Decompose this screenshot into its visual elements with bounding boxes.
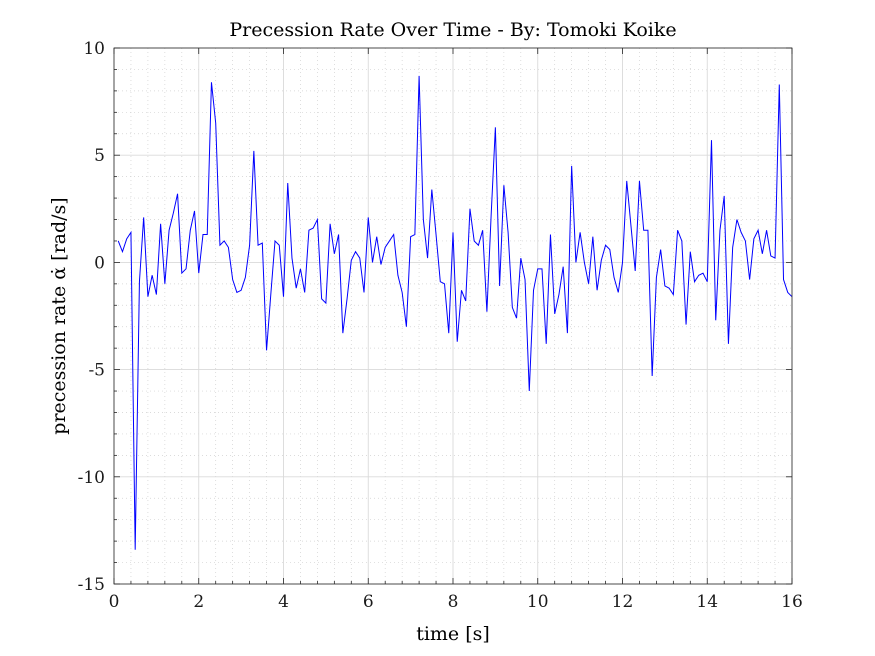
x-tick-label: 14 (696, 592, 718, 612)
y-tick-label: -5 (88, 361, 105, 381)
y-tick-label: 5 (94, 146, 105, 166)
y-tick-label: -10 (78, 468, 105, 488)
y-tick-label: 0 (94, 253, 105, 273)
x-tick-label: 6 (363, 592, 374, 612)
axis-ticks (113, 47, 793, 585)
minor-grid (114, 48, 792, 584)
y-tick-labels: -15 -10 -5 0 5 10 (78, 39, 105, 595)
x-tick-label: 16 (781, 592, 803, 612)
x-tick-label: 8 (448, 592, 459, 612)
x-tick-label: 0 (109, 592, 120, 612)
chart-title: Precession Rate Over Time - By: Tomoki K… (229, 19, 676, 41)
y-axis-label: precession rate α̇ [rad/s] (48, 197, 70, 434)
x-tick-label: 10 (527, 592, 549, 612)
x-tick-labels: 0 2 4 6 8 10 12 14 16 (109, 592, 803, 612)
x-tick-label: 4 (278, 592, 289, 612)
x-axis-label: time [s] (416, 623, 490, 645)
x-tick-label: 12 (612, 592, 634, 612)
y-tick-label: 10 (83, 39, 105, 59)
y-tick-label: -15 (78, 575, 105, 595)
series-line (117, 75, 793, 550)
x-tick-label: 2 (193, 592, 204, 612)
